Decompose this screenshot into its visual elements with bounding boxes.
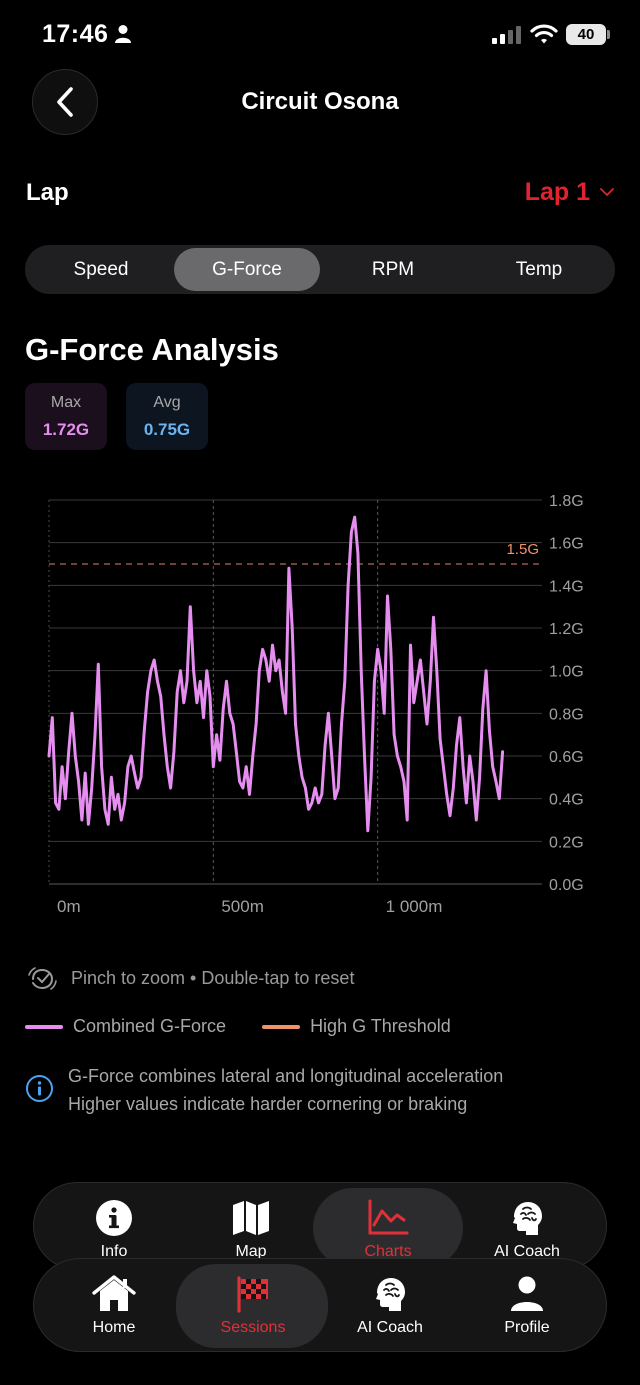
y-tick-label: 0.0G — [549, 877, 584, 894]
x-tick-label: 0m — [57, 897, 81, 916]
tab-speed[interactable]: Speed — [73, 258, 129, 280]
info-circle-icon — [26, 1075, 53, 1102]
y-tick-label: 1.6G — [549, 536, 584, 553]
legend-swatch-combined — [25, 1024, 63, 1029]
main-nav-sessions-label: Sessions — [220, 1319, 286, 1336]
x-tick-label: 1 000m — [386, 897, 443, 916]
legend-swatch-threshold — [262, 1024, 301, 1029]
tab-rpm[interactable]: RPM — [371, 258, 415, 280]
y-tick-label: 0.8G — [549, 706, 584, 723]
chevron-left-icon — [57, 87, 73, 117]
sub-nav-map[interactable]: Map — [207, 1199, 295, 1261]
main-nav-active-pill — [176, 1264, 328, 1348]
main-nav-home-label: Home — [92, 1319, 136, 1336]
checkered-flag-icon — [237, 1276, 268, 1313]
legend-item-threshold: High G Threshold — [262, 1016, 451, 1037]
sub-nav-map-label: Map — [235, 1243, 267, 1260]
avg-stat-card: Avg 0.75G — [126, 383, 208, 450]
wifi-icon — [530, 24, 558, 44]
cellular-signal-icon — [492, 26, 521, 44]
info-note: G-Force combines lateral and longitudina… — [25, 1062, 503, 1118]
legend-label-combined: Combined G-Force — [73, 1016, 227, 1036]
person-icon — [115, 25, 131, 43]
zoom-hint: Pinch to zoom • Double-tap to reset — [27, 965, 354, 991]
zoom-hint-text: Pinch to zoom • Double-tap to reset — [71, 967, 355, 988]
y-tick-label: 0.2G — [549, 834, 584, 851]
tab-g-force[interactable]: G-Force — [174, 248, 320, 291]
main-tab-bar: Home Sessions AI Coach Pr — [33, 1258, 607, 1352]
lap-label: Lap — [26, 179, 69, 206]
sub-nav-charts[interactable]: Charts — [344, 1199, 432, 1261]
sub-nav-ai-coach[interactable]: AI Coach — [481, 1199, 573, 1261]
main-nav-sessions[interactable]: Sessions — [207, 1275, 299, 1337]
sub-nav-charts-label: Charts — [364, 1243, 412, 1260]
y-tick-label: 0.6G — [549, 749, 584, 766]
brain-icon — [513, 1202, 542, 1235]
max-stat-value: 1.72G — [42, 420, 90, 439]
metric-tabs: Speed G-Force RPM Temp — [25, 245, 615, 294]
home-icon — [92, 1275, 136, 1311]
sub-nav-active-pill — [313, 1188, 463, 1268]
map-icon — [233, 1201, 269, 1235]
info-line-1: G-Force combines lateral and longitudina… — [68, 1066, 504, 1086]
battery-indicator: 40 — [566, 24, 606, 45]
y-tick-label: 1.8G — [549, 493, 584, 510]
main-nav-profile-label: Profile — [504, 1319, 550, 1336]
info-line-2: Higher values indicate harder cornering … — [68, 1094, 468, 1114]
main-nav-home[interactable]: Home — [70, 1275, 158, 1337]
avg-stat-label: Avg — [153, 394, 181, 411]
lap-selector[interactable]: Lap 1 — [525, 178, 614, 207]
pinch-gesture-icon — [28, 967, 57, 990]
chart-legend: Combined G-Force High G Threshold — [25, 1016, 487, 1037]
y-tick-label: 1.2G — [549, 621, 584, 638]
y-tick-label: 1.4G — [549, 578, 584, 595]
lap-selected-value: Lap 1 — [524, 178, 590, 206]
x-tick-label: 500m — [221, 897, 264, 916]
back-button[interactable] — [32, 69, 98, 135]
max-stat-card: Max 1.72G — [25, 383, 107, 450]
max-stat-label: Max — [50, 394, 82, 411]
g-force-chart[interactable]: 0.0G 0.2G 0.4G 0.6G 0.8G 1.0G 1.2G 1.4G 1.6G 1.8G… — [0, 480, 640, 920]
main-nav-ai-coach-label: AI Coach — [357, 1319, 423, 1336]
page-title: Circuit Osona — [241, 88, 399, 115]
battery-tip — [607, 30, 610, 39]
legend-item-combined: Combined G-Force — [25, 1016, 226, 1037]
avg-stat-value: 0.75G — [143, 420, 191, 439]
sub-nav-ai-coach-label: AI Coach — [494, 1243, 560, 1260]
threshold-label: 1.5G — [506, 541, 539, 558]
y-tick-label: 1.0G — [549, 664, 584, 681]
main-nav-profile[interactable]: Profile — [481, 1275, 573, 1337]
status-time: 17:46 — [42, 20, 109, 48]
legend-label-threshold: High G Threshold — [310, 1016, 451, 1036]
status-bar: 17:46 40 — [0, 0, 640, 70]
series-line-combined-g-force — [47, 515, 505, 833]
y-tick-label: 0.4G — [549, 792, 584, 809]
sub-nav-info-label: Info — [100, 1243, 128, 1260]
profile-icon — [511, 1276, 543, 1311]
session-sub-nav: Info Map Charts AI Coach — [33, 1182, 607, 1270]
main-nav-ai-coach[interactable]: AI Coach — [344, 1275, 436, 1337]
info-icon — [96, 1200, 132, 1236]
section-title: G-Force Analysis — [25, 332, 279, 367]
chevron-down-icon — [600, 188, 614, 197]
sub-nav-info[interactable]: Info — [70, 1199, 158, 1261]
tab-temp[interactable]: Temp — [515, 258, 563, 280]
brain-icon — [376, 1278, 405, 1311]
chart-icon — [368, 1199, 409, 1235]
